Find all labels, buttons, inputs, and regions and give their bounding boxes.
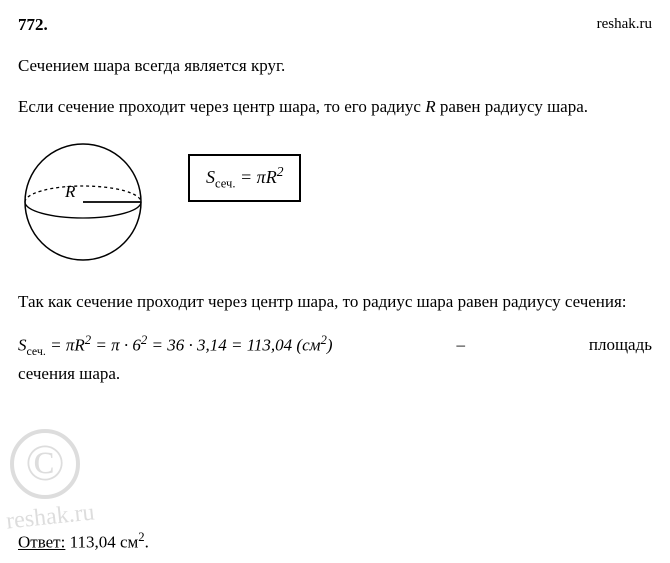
- fb-eq: = π: [236, 167, 266, 187]
- p2-part1: Если сечение проходит через центр шара, …: [18, 97, 425, 116]
- fb-sup: 2: [277, 164, 284, 179]
- calc-formula: Sсеч. = πR2 = π · 62 = 36 · 3,14 = 113,0…: [18, 332, 333, 359]
- fb-r: R: [266, 167, 277, 187]
- radius-label: R: [64, 182, 76, 201]
- c-p3: = 36 · 3,14 = 113,04 (см: [147, 335, 320, 354]
- c-p1: = π: [46, 335, 75, 354]
- paragraph-1: Сечением шара всегда является круг.: [18, 55, 652, 78]
- watermark: © reshak.ru: [10, 429, 95, 533]
- c-r1: R: [74, 335, 84, 354]
- c-sub: сеч.: [27, 344, 46, 358]
- fb-sub: сеч.: [215, 177, 236, 191]
- fb-s: S: [206, 167, 215, 187]
- figure-row: R Sсеч. = πR2: [18, 137, 652, 267]
- p2-part2: равен радиусу шара.: [436, 97, 588, 116]
- paragraph-3: Так как сечение проходит через центр шар…: [18, 291, 652, 314]
- problem-number: 772.: [18, 14, 48, 37]
- copyright-icon: ©: [10, 429, 80, 499]
- sphere-diagram: R: [18, 137, 148, 267]
- paragraph-2: Если сечение проходит через центр шара, …: [18, 96, 652, 119]
- p2-var: R: [425, 97, 435, 116]
- answer-period: .: [145, 533, 149, 552]
- formula-box: Sсеч. = πR2: [188, 154, 301, 202]
- c-p2: = π · 6: [91, 335, 141, 354]
- answer-label: Ответ:: [18, 533, 65, 552]
- c-p4: ): [327, 335, 333, 354]
- calc-word: площадь: [589, 334, 652, 357]
- site-url: reshak.ru: [597, 14, 652, 34]
- calc-dash: –: [456, 334, 465, 357]
- answer: Ответ: 113,04 см2.: [18, 529, 149, 555]
- calculation-line: Sсеч. = πR2 = π · 62 = 36 · 3,14 = 113,0…: [18, 332, 652, 359]
- c-s: S: [18, 335, 27, 354]
- paragraph-4-end: сечения шара.: [18, 363, 652, 386]
- answer-value: 113,04 см: [65, 533, 138, 552]
- header: 772. reshak.ru: [18, 14, 652, 37]
